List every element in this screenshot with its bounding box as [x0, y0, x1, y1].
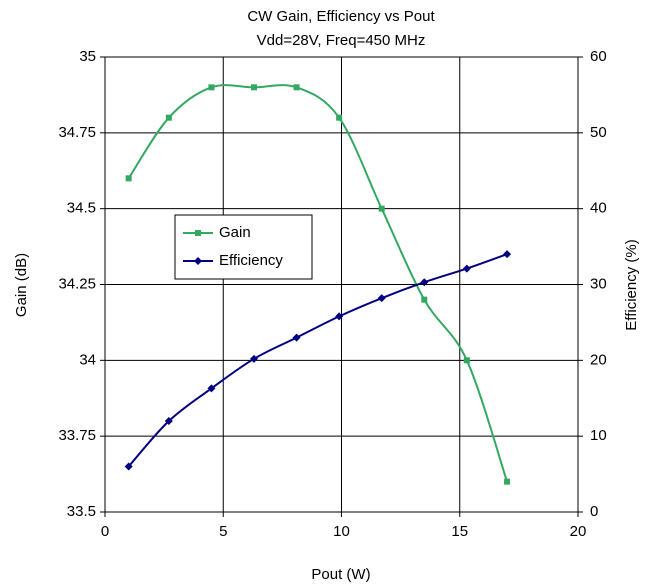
series-line: [127, 253, 508, 468]
legend-label: Efficiency: [219, 252, 283, 269]
marker: [378, 205, 385, 212]
marker: [336, 114, 343, 121]
y-axis-label: Gain (dB): [13, 253, 30, 317]
x-tick-label: 5: [219, 523, 227, 540]
y-tick-label: 34: [79, 351, 96, 368]
marker: [249, 354, 258, 363]
plot-frame: [104, 56, 579, 513]
y2-tick-label: 30: [590, 275, 607, 292]
marker: [124, 462, 133, 471]
x-tick-label: 15: [451, 523, 468, 540]
y2-tick-label: 50: [590, 124, 607, 141]
series-line: [127, 84, 508, 482]
y2-tick-label: 60: [590, 48, 607, 65]
y-tick-label: 33.5: [67, 503, 96, 520]
x-axis-label: Pout (W): [311, 566, 370, 583]
y2-tick-label: 0: [590, 503, 598, 520]
marker: [208, 84, 215, 91]
marker: [421, 296, 428, 303]
marker: [420, 278, 429, 287]
marker: [335, 312, 344, 321]
y-tick-label: 34.25: [58, 275, 96, 292]
y2-tick-label: 40: [590, 200, 607, 217]
marker: [165, 114, 172, 121]
marker: [125, 175, 132, 182]
marker: [503, 250, 512, 259]
y-tick-label: 34.75: [58, 124, 96, 141]
x-tick-label: 20: [570, 523, 587, 540]
y2-tick-label: 20: [590, 351, 607, 368]
marker: [462, 264, 471, 273]
marker: [250, 84, 257, 91]
x-tick-label: 0: [101, 523, 109, 540]
marker: [377, 294, 386, 303]
y-tick-label: 35: [79, 48, 96, 65]
y-tick-label: 33.75: [58, 427, 96, 444]
marker: [463, 357, 470, 364]
y2-tick-label: 10: [590, 427, 607, 444]
marker: [292, 333, 301, 342]
marker: [504, 478, 511, 485]
legend-box: [174, 214, 313, 280]
legend-marker: [195, 230, 201, 236]
chart-subtitle: Vdd=28V, Freq=450 MHz: [257, 32, 426, 49]
legend-marker: [194, 257, 202, 265]
y-tick-label: 34.5: [67, 200, 96, 217]
y2-axis-label: Efficiency (%): [623, 239, 640, 330]
legend-label: Gain: [219, 224, 251, 241]
marker: [293, 84, 300, 91]
marker: [207, 384, 216, 393]
marker: [164, 417, 173, 425]
x-tick-label: 10: [333, 523, 350, 540]
chart-title: CW Gain, Efficiency vs Pout: [247, 8, 435, 25]
